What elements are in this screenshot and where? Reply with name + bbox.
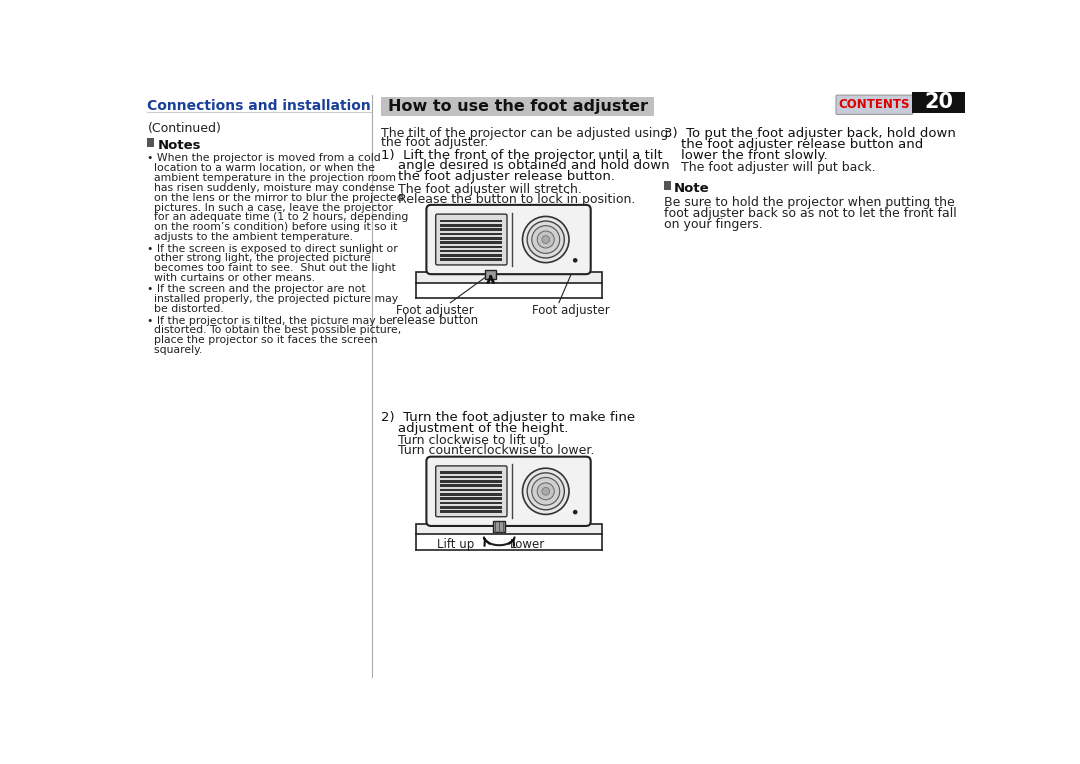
Text: • If the projector is tilted, the picture may be: • If the projector is tilted, the pictur…	[147, 316, 393, 325]
Bar	[441, 258, 502, 261]
Text: Release the button to lock in position.: Release the button to lock in position.	[399, 193, 636, 206]
FancyBboxPatch shape	[836, 96, 913, 115]
Text: with curtains or other means.: with curtains or other means.	[147, 273, 315, 283]
Circle shape	[542, 487, 550, 495]
Text: Notes: Notes	[158, 138, 201, 151]
Text: angle desired is obtained and hold down: angle desired is obtained and hold down	[381, 160, 670, 173]
Text: Turn clockwise to lift up.: Turn clockwise to lift up.	[399, 434, 550, 448]
Bar	[441, 489, 502, 491]
Bar	[441, 510, 502, 513]
Bar	[663, 181, 671, 190]
Bar	[441, 245, 502, 248]
Bar	[441, 232, 502, 235]
Bar	[441, 480, 502, 483]
Text: The foot adjuster will stretch.: The foot adjuster will stretch.	[399, 183, 582, 196]
Text: Connections and installation: Connections and installation	[147, 99, 372, 112]
Text: on your fingers.: on your fingers.	[663, 218, 762, 231]
Bar	[441, 224, 502, 227]
Bar	[441, 476, 502, 478]
Bar	[441, 493, 502, 496]
FancyBboxPatch shape	[435, 214, 507, 265]
FancyBboxPatch shape	[427, 457, 591, 526]
Text: How to use the foot adjuster: How to use the foot adjuster	[388, 99, 648, 114]
Bar	[441, 471, 502, 474]
Bar	[494, 521, 505, 532]
Text: for an adequate time (1 to 2 hours, depending: for an adequate time (1 to 2 hours, depe…	[147, 212, 408, 222]
Text: • When the projector is moved from a cold: • When the projector is moved from a col…	[147, 154, 381, 163]
Circle shape	[572, 258, 578, 263]
Bar	[441, 241, 502, 244]
Text: Foot adjuster: Foot adjuster	[396, 304, 474, 317]
Circle shape	[523, 468, 569, 514]
Text: installed properly, the projected picture may: installed properly, the projected pictur…	[147, 294, 399, 304]
Circle shape	[537, 483, 554, 500]
Bar	[441, 506, 502, 509]
Text: has risen suddenly, moisture may condense: has risen suddenly, moisture may condens…	[147, 183, 395, 193]
Text: the foot adjuster.: the foot adjuster.	[381, 136, 489, 149]
Text: Lift up: Lift up	[437, 538, 474, 551]
Text: lower the front slowly.: lower the front slowly.	[663, 149, 827, 162]
Text: foot adjuster back so as not to let the front fall: foot adjuster back so as not to let the …	[663, 207, 956, 220]
Text: The foot adjuster will put back.: The foot adjuster will put back.	[680, 161, 875, 174]
Bar	[441, 220, 502, 222]
Circle shape	[527, 473, 565, 510]
Bar	[441, 497, 502, 500]
Text: release button: release button	[392, 314, 478, 327]
Text: squarely.: squarely.	[147, 345, 203, 355]
Text: Note: Note	[674, 182, 710, 195]
Circle shape	[542, 235, 550, 244]
Text: The tilt of the projector can be adjusted using: The tilt of the projector can be adjuste…	[381, 127, 669, 140]
Text: be distorted.: be distorted.	[147, 304, 225, 314]
Circle shape	[523, 216, 569, 263]
Bar	[485, 270, 496, 279]
Bar	[441, 502, 502, 504]
Bar	[441, 484, 502, 487]
FancyBboxPatch shape	[435, 466, 507, 516]
Text: on the room’s condition) before using it so it: on the room’s condition) before using it…	[147, 222, 397, 232]
Circle shape	[572, 510, 578, 514]
Text: 2)  Turn the foot adjuster to make fine: 2) Turn the foot adjuster to make fine	[381, 411, 635, 424]
Text: ambient temperature in the projection room: ambient temperature in the projection ro…	[147, 173, 396, 183]
Text: 20: 20	[924, 92, 954, 112]
Bar	[416, 272, 602, 283]
Text: Foot adjuster: Foot adjuster	[531, 304, 609, 317]
Text: 3)  To put the foot adjuster back, hold down: 3) To put the foot adjuster back, hold d…	[663, 127, 956, 140]
Bar	[441, 254, 502, 257]
Circle shape	[527, 221, 565, 258]
FancyBboxPatch shape	[427, 205, 591, 274]
Circle shape	[537, 231, 554, 248]
Bar	[441, 228, 502, 231]
Text: pictures. In such a case, leave the projector: pictures. In such a case, leave the proj…	[147, 202, 393, 212]
Text: place the projector so it faces the screen: place the projector so it faces the scre…	[147, 335, 378, 345]
Text: CONTENTS: CONTENTS	[838, 99, 910, 112]
Text: other strong light, the projected picture: other strong light, the projected pictur…	[147, 254, 372, 264]
Bar	[381, 97, 654, 115]
Text: (Continued): (Continued)	[147, 122, 221, 135]
Text: Be sure to hold the projector when putting the: Be sure to hold the projector when putti…	[663, 196, 955, 209]
Text: adjusts to the ambient temperature.: adjusts to the ambient temperature.	[147, 232, 353, 242]
Text: the foot adjuster release button and: the foot adjuster release button and	[663, 138, 922, 151]
Text: distorted. To obtain the best possible picture,: distorted. To obtain the best possible p…	[147, 325, 402, 335]
Circle shape	[531, 478, 559, 505]
Text: • If the screen is exposed to direct sunlight or: • If the screen is exposed to direct sun…	[147, 244, 399, 254]
Bar	[441, 237, 502, 240]
Text: Turn counterclockwise to lower.: Turn counterclockwise to lower.	[399, 445, 595, 458]
Text: becomes too faint to see.  Shut out the light: becomes too faint to see. Shut out the l…	[147, 264, 396, 274]
Bar	[416, 523, 602, 535]
Bar	[147, 138, 154, 147]
Text: on the lens or the mirror to blur the projected: on the lens or the mirror to blur the pr…	[147, 193, 404, 202]
Text: Lower: Lower	[510, 538, 545, 551]
Text: the foot adjuster release button.: the foot adjuster release button.	[381, 170, 616, 183]
Circle shape	[531, 225, 559, 254]
Text: 1)  Lift the front of the projector until a tilt: 1) Lift the front of the projector until…	[381, 149, 663, 162]
Text: adjustment of the height.: adjustment of the height.	[381, 422, 569, 435]
Text: location to a warm location, or when the: location to a warm location, or when the	[147, 163, 376, 173]
Bar	[913, 92, 966, 113]
Bar	[441, 250, 502, 252]
Text: • If the screen and the projector are not: • If the screen and the projector are no…	[147, 284, 366, 294]
